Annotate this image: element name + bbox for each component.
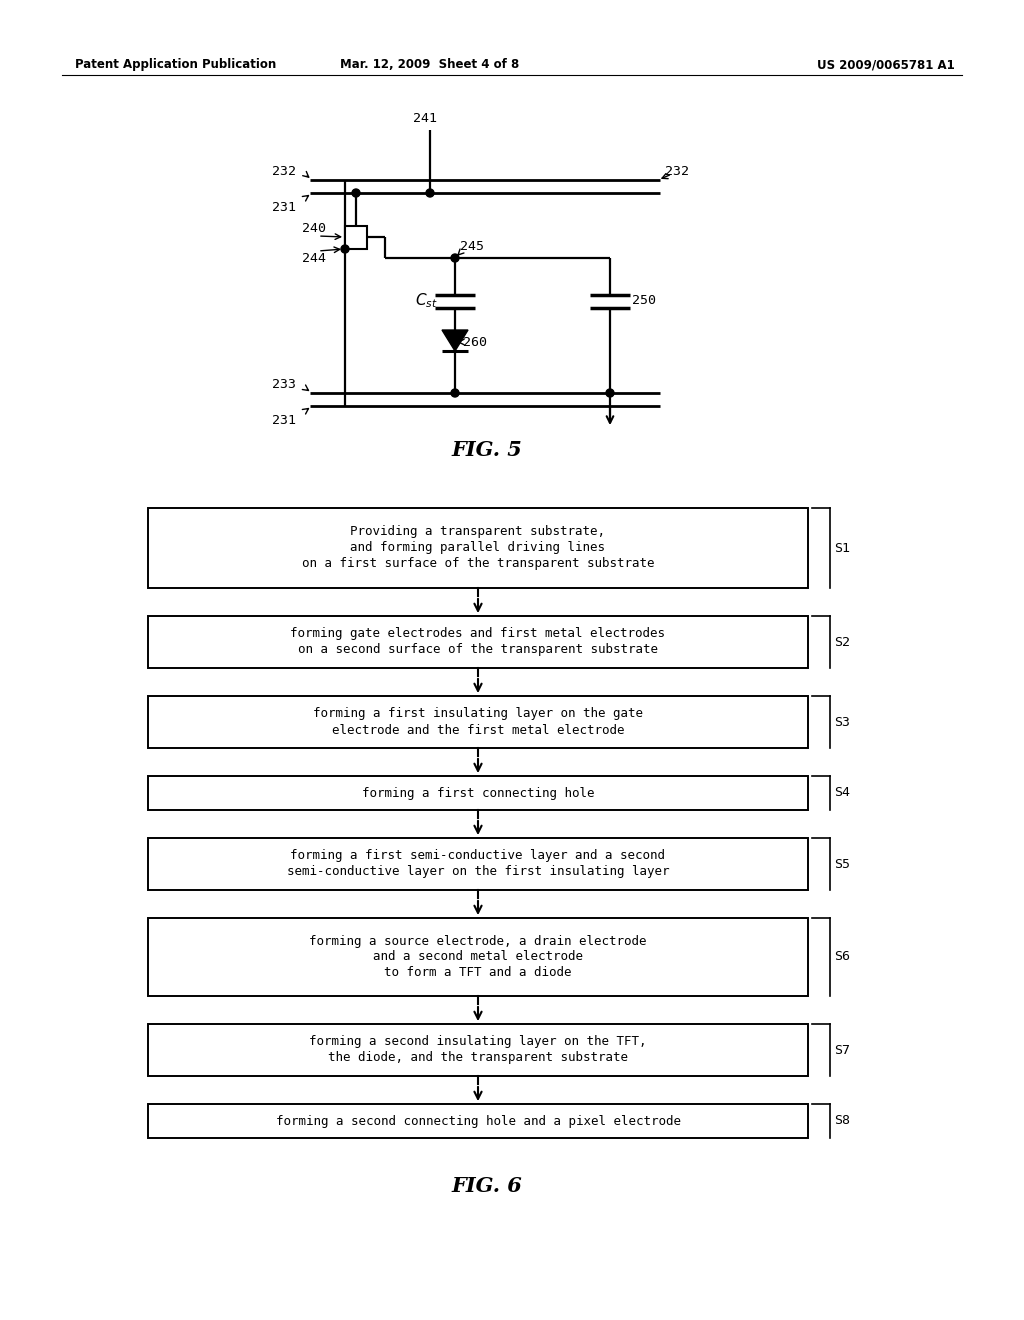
Circle shape [426, 189, 434, 197]
Text: on a first surface of the transparent substrate: on a first surface of the transparent su… [302, 557, 654, 570]
Text: S8: S8 [834, 1114, 850, 1127]
Text: S4: S4 [834, 787, 850, 800]
Text: on a second surface of the transparent substrate: on a second surface of the transparent s… [298, 644, 658, 656]
Text: forming a first semi-conductive layer and a second: forming a first semi-conductive layer an… [291, 850, 666, 862]
Text: 232: 232 [272, 165, 296, 178]
Text: Providing a transparent substrate,: Providing a transparent substrate, [350, 525, 605, 539]
Text: S1: S1 [834, 541, 850, 554]
Text: Patent Application Publication: Patent Application Publication [75, 58, 276, 71]
Text: Mar. 12, 2009  Sheet 4 of 8: Mar. 12, 2009 Sheet 4 of 8 [340, 58, 519, 71]
Text: US 2009/0065781 A1: US 2009/0065781 A1 [817, 58, 955, 71]
Circle shape [352, 189, 360, 197]
Bar [148, 616, 808, 668]
Circle shape [451, 253, 459, 261]
Text: forming a second connecting hole and a pixel electrode: forming a second connecting hole and a p… [275, 1114, 681, 1127]
Bar [345, 226, 367, 249]
Text: 250: 250 [632, 294, 656, 308]
Text: electrode and the first metal electrode: electrode and the first metal electrode [332, 723, 625, 737]
Text: and forming parallel driving lines: and forming parallel driving lines [350, 541, 605, 554]
Text: 241: 241 [413, 112, 437, 125]
Bar [148, 917, 808, 997]
Text: the diode, and the transparent substrate: the diode, and the transparent substrate [328, 1052, 628, 1064]
Text: 260: 260 [463, 335, 487, 348]
Text: S2: S2 [834, 635, 850, 648]
Text: S5: S5 [834, 858, 850, 870]
Text: 232: 232 [665, 165, 689, 178]
Text: semi-conductive layer on the first insulating layer: semi-conductive layer on the first insul… [287, 866, 670, 879]
Text: forming a first connecting hole: forming a first connecting hole [361, 787, 594, 800]
Text: 245: 245 [460, 240, 484, 253]
Text: 244: 244 [302, 252, 326, 265]
Bar [148, 1104, 808, 1138]
Bar [148, 696, 808, 748]
Text: to form a TFT and a diode: to form a TFT and a diode [384, 966, 571, 979]
Bar [148, 1024, 808, 1076]
Text: 231: 231 [272, 414, 296, 426]
Circle shape [451, 389, 459, 397]
Text: 231: 231 [272, 201, 296, 214]
Circle shape [606, 389, 614, 397]
Text: 240: 240 [302, 222, 326, 235]
Text: S6: S6 [834, 950, 850, 964]
Text: FIG. 5: FIG. 5 [452, 440, 522, 459]
Text: $C_{st}$: $C_{st}$ [415, 292, 437, 310]
Text: S7: S7 [834, 1044, 850, 1056]
Text: FIG. 6: FIG. 6 [452, 1176, 522, 1196]
Text: and a second metal electrode: and a second metal electrode [373, 950, 583, 964]
Polygon shape [442, 330, 468, 351]
Text: 233: 233 [272, 378, 296, 391]
Bar [148, 838, 808, 890]
Circle shape [341, 246, 349, 253]
Text: forming gate electrodes and first metal electrodes: forming gate electrodes and first metal … [291, 627, 666, 640]
Text: forming a first insulating layer on the gate: forming a first insulating layer on the … [313, 708, 643, 721]
Text: forming a source electrode, a drain electrode: forming a source electrode, a drain elec… [309, 935, 647, 948]
Text: S3: S3 [834, 715, 850, 729]
Text: forming a second insulating layer on the TFT,: forming a second insulating layer on the… [309, 1035, 647, 1048]
Bar [148, 776, 808, 810]
Bar [148, 508, 808, 587]
